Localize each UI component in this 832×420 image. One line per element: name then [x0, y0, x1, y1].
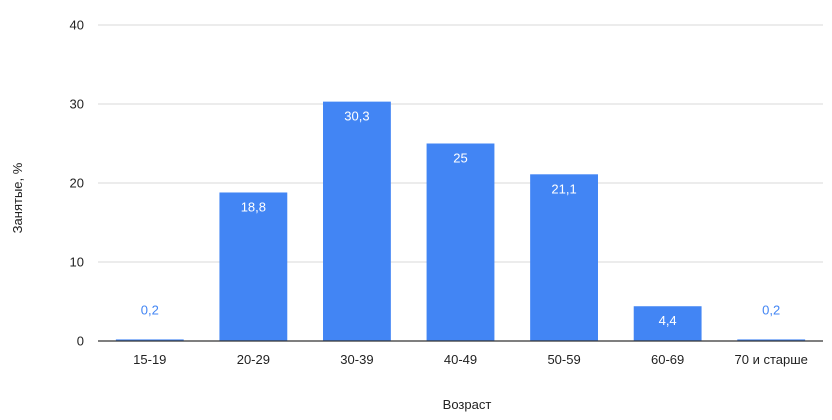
x-axis-title: Возраст: [443, 397, 492, 412]
bar-data-label: 0,2: [762, 302, 780, 317]
y-tick-label: 10: [70, 255, 84, 270]
bar-data-label: 18,8: [241, 199, 266, 214]
y-axis-title: Занятые, %: [10, 162, 25, 233]
bar[interactable]: [426, 143, 495, 342]
y-tick-label: 40: [70, 18, 84, 33]
x-tick-label: 60-69: [651, 352, 684, 367]
label-layer: 0,2 18,8 30,3 25 21,1 4,4 0,2: [141, 109, 781, 329]
bar-data-label: 25: [453, 151, 467, 166]
bar[interactable]: [530, 174, 598, 341]
bar[interactable]: [115, 339, 184, 341]
bar[interactable]: [633, 306, 702, 341]
y-tick-label: 0: [77, 334, 84, 349]
bar-data-label: 30,3: [344, 109, 369, 124]
x-tick-label: 15-19: [133, 352, 166, 367]
bar[interactable]: [323, 101, 391, 341]
axis-layer: 0 10 20 30 40 15-19 20-29 30-39 40-49 50-59 60-69 7…: [70, 18, 823, 367]
x-tick-label: 20-29: [237, 352, 270, 367]
x-tick-label: 30-39: [340, 352, 373, 367]
bar[interactable]: [219, 192, 288, 341]
bar-data-label: 0,2: [141, 302, 159, 317]
y-tick-label: 20: [70, 176, 84, 191]
y-tick-label: 30: [70, 97, 84, 112]
bar[interactable]: [737, 339, 806, 341]
x-tick-label: 50-59: [547, 352, 580, 367]
x-tick-label: 40-49: [444, 352, 477, 367]
bar-data-label: 21,1: [551, 181, 576, 196]
bar-layer: [115, 101, 806, 342]
bar-data-label: 4,4: [659, 313, 677, 328]
x-tick-label: 70 и старше: [735, 352, 808, 367]
